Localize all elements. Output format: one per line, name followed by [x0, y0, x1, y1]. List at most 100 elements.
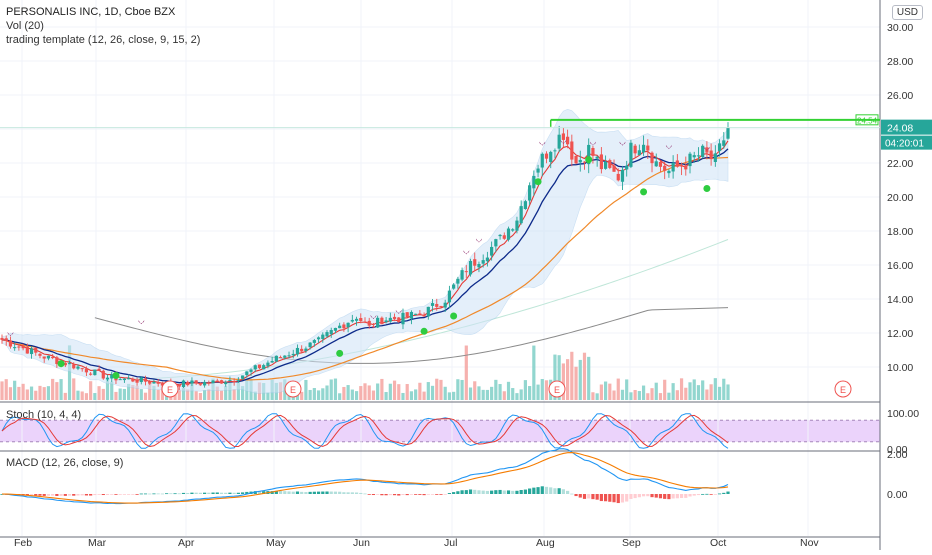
macd-histogram-bar	[511, 490, 515, 494]
volume-bar	[55, 382, 59, 400]
macd-histogram-bar	[430, 494, 435, 495]
earnings-marker-label: E	[840, 385, 846, 395]
resistance-label-box	[855, 114, 879, 126]
volume-bar	[409, 391, 414, 400]
buy-signal-marker	[420, 327, 428, 335]
volume-bar	[135, 385, 139, 400]
volume-bar	[663, 379, 667, 400]
candle-body	[127, 378, 131, 380]
candle-body	[363, 321, 367, 323]
candle-body	[456, 278, 460, 284]
candle-body	[253, 365, 257, 370]
macd-histogram-bar	[625, 494, 629, 502]
macd-histogram-bar	[321, 491, 325, 494]
stoch-d-line	[1, 414, 729, 448]
macd-histogram-bar	[97, 494, 101, 495]
price-axis-tick-label: 26.00	[887, 90, 913, 102]
macd-histogram-bar	[456, 491, 460, 494]
candle-body	[646, 145, 650, 151]
sell-signal-marker	[619, 141, 626, 146]
macd-histogram-bar	[422, 494, 426, 496]
candle-body	[502, 235, 506, 239]
candle-body	[671, 162, 675, 172]
volume-bar	[110, 381, 114, 400]
candle-body	[435, 303, 439, 307]
volume-legend[interactable]: Vol (20)	[6, 20, 44, 32]
candle-body	[422, 315, 426, 317]
candle-body	[506, 228, 511, 240]
macd-histogram-bar	[342, 492, 346, 494]
currency-badge[interactable]: USD	[891, 5, 923, 20]
macd-histogram-bar	[67, 494, 72, 496]
candle-body	[557, 134, 561, 149]
macd-histogram-bar	[245, 491, 249, 494]
legend: PERSONALIS INC, 1D, Cboe BZX Vol (20) tr…	[6, 5, 200, 47]
volume-bar	[591, 392, 595, 400]
candle-body	[460, 270, 464, 280]
volume-bar	[578, 359, 582, 400]
volume-bar	[114, 391, 118, 400]
candle-body	[295, 347, 300, 355]
macd-legend[interactable]: MACD (12, 26, close, 9)	[6, 457, 124, 469]
volume-bar	[705, 389, 709, 400]
volume-bar	[620, 389, 625, 400]
candle-body	[397, 317, 401, 323]
candle-body	[13, 347, 17, 349]
candle-body	[578, 159, 582, 163]
symbol-title[interactable]: PERSONALIS INC, 1D, Cboe BZX	[6, 6, 176, 18]
macd-histogram-bar	[148, 493, 152, 495]
volume-bar	[405, 384, 409, 400]
macd-histogram-bar	[397, 494, 401, 496]
macd-histogram-bar	[616, 494, 620, 504]
volume-bar	[46, 386, 51, 400]
macd-histogram-bar	[122, 494, 127, 495]
macd-histogram-bar	[376, 494, 380, 495]
candle-body	[485, 257, 490, 262]
macd-histogram-bar	[89, 494, 93, 496]
macd-histogram-bar	[679, 494, 684, 498]
candle-body	[118, 379, 122, 381]
volume-bar	[675, 390, 679, 400]
volume-bar	[388, 383, 392, 400]
macd-histogram-bar	[55, 494, 59, 496]
macd-histogram-bar	[367, 494, 371, 495]
candle-body	[384, 320, 388, 323]
stoch-legend[interactable]: Stoch (10, 4, 4)	[6, 409, 82, 421]
price-axis-tick-label: 30.00	[887, 22, 913, 34]
candle-body	[566, 136, 570, 145]
volume-bar	[650, 388, 654, 400]
macd-histogram-bar	[127, 494, 131, 495]
macd-histogram-bar	[316, 491, 321, 494]
macd-histogram-bar	[650, 494, 654, 498]
candle-body	[701, 145, 705, 157]
macd-histogram-bar	[156, 493, 160, 495]
macd-histogram-bar	[143, 493, 148, 495]
volume-bar	[722, 378, 726, 400]
template-legend[interactable]: trading template (12, 26, close, 9, 15, …	[6, 34, 201, 46]
candle-body	[494, 239, 498, 247]
candle-body	[97, 368, 101, 371]
x-axis-tick-label: Jul	[444, 537, 457, 549]
volume-bar	[376, 383, 380, 400]
macd-axis-label-zero: 0.00	[887, 489, 908, 501]
macd-histogram-bar	[359, 492, 363, 494]
volume-bar	[452, 391, 456, 400]
volume-bar	[384, 392, 388, 400]
candle-body	[359, 318, 363, 322]
macd-histogram-bar	[409, 494, 414, 495]
candle-body	[439, 305, 443, 307]
volume-bar	[557, 355, 561, 400]
sell-signal-marker	[589, 141, 596, 146]
macd-histogram-bar	[523, 489, 527, 494]
macd-histogram-bar	[173, 493, 177, 495]
buy-signal-marker	[112, 372, 120, 379]
volume-bar	[8, 387, 13, 400]
macd-histogram-bar	[544, 486, 549, 494]
volume-bar	[544, 380, 549, 400]
candle-body	[392, 316, 397, 319]
candle-body	[544, 153, 549, 159]
candle-body	[105, 377, 110, 380]
candle-body	[591, 148, 595, 156]
